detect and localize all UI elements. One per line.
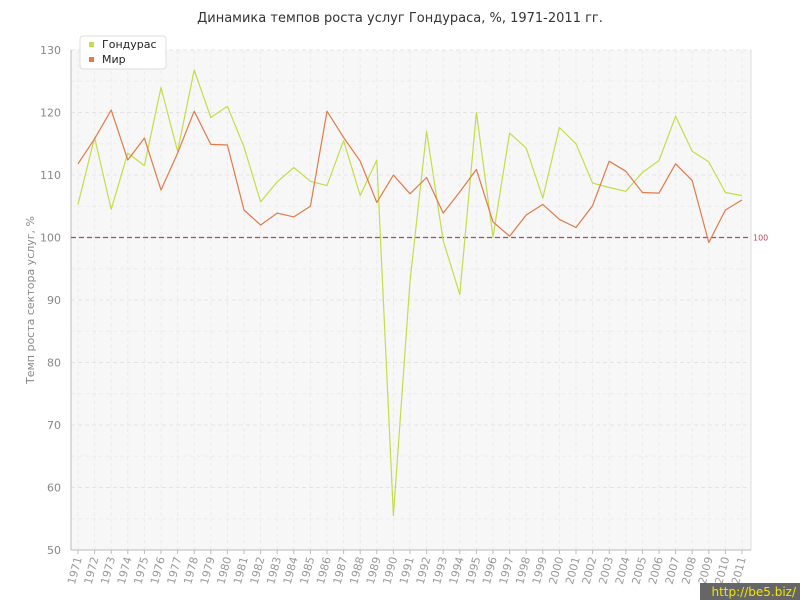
legend-label: Гондурас bbox=[102, 38, 157, 51]
legend-swatch bbox=[89, 42, 94, 47]
series-line-world bbox=[77, 109, 743, 244]
y-tick-label: 70 bbox=[47, 419, 61, 432]
legend: Гондурас Мир bbox=[79, 35, 167, 70]
grid bbox=[71, 49, 751, 551]
x-tick-label: 2011 bbox=[729, 555, 749, 585]
chart-title: Динамика темпов роста услуг Гондураса, %… bbox=[197, 11, 603, 26]
watermark-background bbox=[700, 583, 800, 600]
y-tick-label: 90 bbox=[47, 294, 61, 307]
legend-box bbox=[79, 35, 167, 70]
legend-label: Мир bbox=[102, 53, 126, 66]
reference-line: 100 bbox=[71, 234, 768, 243]
x-axis: 1971197219731974197519761977197819791980… bbox=[65, 549, 751, 586]
y-tick-label: 50 bbox=[47, 544, 61, 557]
series-lines bbox=[77, 69, 743, 517]
series-line-honduras bbox=[77, 69, 743, 517]
y-axis: 50 60 70 80 90 100 110 120 130 bbox=[40, 44, 752, 557]
y-tick-label: 100 bbox=[40, 232, 61, 245]
y-tick-label: 110 bbox=[40, 169, 61, 182]
y-axis-label: Темп роста сектора услуг, % bbox=[24, 216, 37, 385]
legend-swatch bbox=[89, 57, 94, 62]
watermark: http://be5.biz/ bbox=[711, 585, 796, 599]
y-tick-label: 120 bbox=[40, 107, 61, 120]
y-tick-label: 80 bbox=[47, 357, 61, 370]
y-tick-label: 60 bbox=[47, 482, 61, 495]
reference-line-label: 100 bbox=[753, 234, 768, 243]
y-tick-label: 130 bbox=[40, 44, 61, 57]
